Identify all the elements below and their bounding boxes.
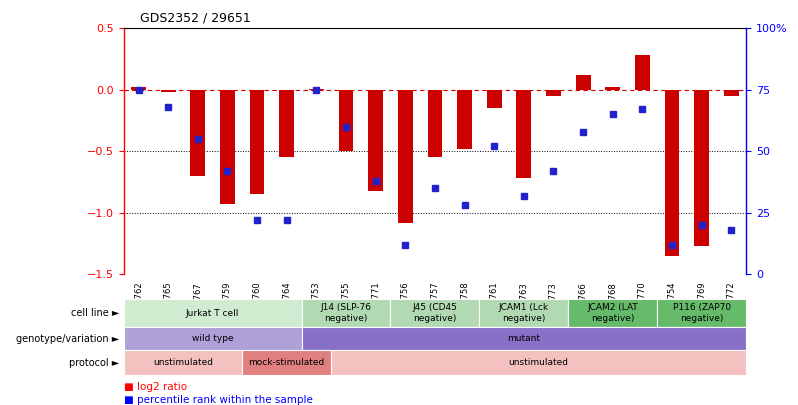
Text: JCAM2 (LAT
negative): JCAM2 (LAT negative) — [587, 303, 638, 323]
Bar — [390, 299, 480, 327]
Bar — [568, 299, 658, 327]
Bar — [124, 299, 302, 327]
Text: JCAM1 (Lck
negative): JCAM1 (Lck negative) — [499, 303, 549, 323]
Text: ■ percentile rank within the sample: ■ percentile rank within the sample — [124, 395, 313, 405]
Text: unstimulated: unstimulated — [153, 358, 213, 367]
Bar — [724, 90, 739, 96]
Text: GDS2352 / 29651: GDS2352 / 29651 — [140, 11, 251, 24]
Bar — [302, 327, 746, 350]
Text: J45 (CD45
negative): J45 (CD45 negative) — [413, 303, 457, 323]
Bar — [635, 55, 650, 90]
Bar — [575, 75, 591, 90]
Bar — [160, 90, 176, 92]
Text: cell line ►: cell line ► — [71, 308, 120, 318]
Bar — [338, 90, 354, 151]
Bar — [606, 87, 620, 90]
Bar — [480, 299, 568, 327]
Bar — [131, 87, 146, 90]
Bar — [191, 90, 205, 176]
Bar — [487, 90, 502, 108]
Text: genotype/variation ►: genotype/variation ► — [17, 334, 120, 343]
Text: mutant: mutant — [508, 334, 540, 343]
Text: mock-stimulated: mock-stimulated — [249, 358, 325, 367]
Text: wild type: wild type — [192, 334, 234, 343]
Bar — [250, 90, 264, 194]
Bar — [124, 350, 243, 375]
Bar — [309, 89, 324, 90]
Bar — [368, 90, 383, 191]
Text: protocol ►: protocol ► — [69, 358, 120, 368]
Bar — [546, 90, 561, 96]
Bar — [302, 299, 390, 327]
Bar — [243, 350, 331, 375]
Text: Jurkat T cell: Jurkat T cell — [186, 309, 239, 318]
Bar — [220, 90, 235, 204]
Bar — [665, 90, 679, 256]
Bar — [457, 90, 472, 149]
Bar — [658, 299, 746, 327]
Text: unstimulated: unstimulated — [508, 358, 569, 367]
Text: P116 (ZAP70
negative): P116 (ZAP70 negative) — [673, 303, 731, 323]
Bar — [279, 90, 294, 158]
Bar — [516, 90, 531, 178]
Bar — [694, 90, 709, 246]
Bar — [331, 350, 746, 375]
Bar — [124, 327, 302, 350]
Text: J14 (SLP-76
negative): J14 (SLP-76 negative) — [321, 303, 372, 323]
Text: ■ log2 ratio: ■ log2 ratio — [124, 382, 187, 392]
Bar — [428, 90, 442, 158]
Bar — [398, 90, 413, 223]
